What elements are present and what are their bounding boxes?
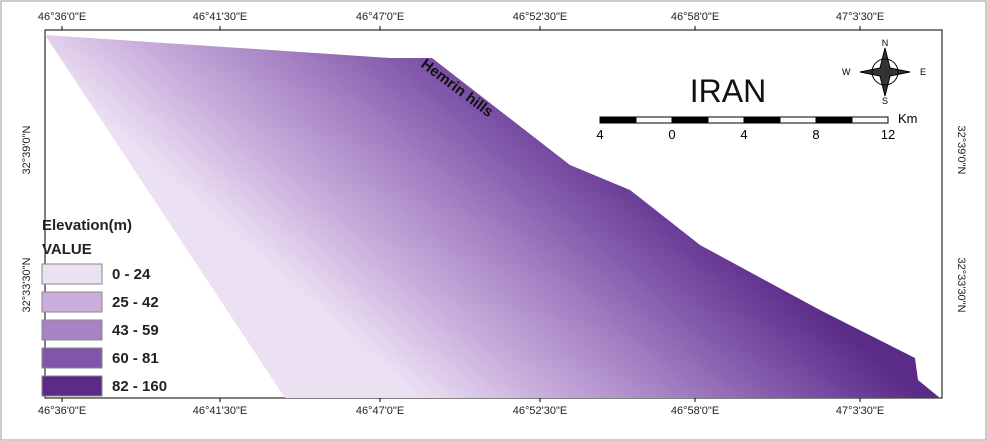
legend-swatch [41, 291, 103, 313]
annotations: 46°36'0"E 46°41'30"E 46°47'0"E 46°52'30"E 46… [21, 11, 967, 417]
scale-segment [599, 116, 637, 124]
legend-swatch [41, 319, 103, 341]
legend-label: 25 - 42 [112, 294, 159, 311]
right-coord-label: 32°33'30"N [955, 257, 967, 312]
scale-label: 12 [881, 127, 895, 142]
country-title: IRAN [690, 73, 766, 109]
legend-label: 0 - 24 [112, 266, 151, 283]
bottom-coord-label: 47°3'30"E [836, 405, 884, 417]
bottom-coord-label: 46°36'0"E [38, 405, 86, 417]
legend-swatch [41, 347, 103, 369]
bottom-coord-label: 46°41'30"E [193, 405, 247, 417]
scale-segment [707, 116, 745, 124]
scale-label: 8 [812, 127, 819, 142]
scale-label: 0 [668, 127, 675, 142]
compass-ring [871, 58, 899, 86]
legend-title: Elevation(m) [42, 217, 132, 234]
top-coord-label: 46°47'0"E [356, 11, 404, 23]
scale-unit: Km [898, 111, 918, 126]
compass-s: S [882, 96, 888, 106]
right-coord-label: 32°39'0"N [955, 126, 967, 175]
legend-swatch [41, 375, 103, 397]
scale-segment [671, 116, 709, 124]
scale-segment [779, 116, 817, 124]
compass-rose [859, 47, 911, 97]
top-coord-label: 46°41'30"E [193, 11, 247, 23]
top-coord-label: 46°58'0"E [671, 11, 719, 23]
scale-segment [815, 116, 853, 124]
bottom-coord-label: 46°52'30"E [513, 405, 567, 417]
compass-n: N [882, 38, 889, 48]
scale-label: 4 [740, 127, 747, 142]
legend-label: 43 - 59 [112, 322, 159, 339]
left-coord-label: 32°39'0"N [21, 125, 33, 174]
scale-segment [743, 116, 781, 124]
top-coord-label: 46°36'0"E [38, 11, 86, 23]
compass-e: E [920, 67, 926, 77]
legend-subtitle: VALUE [42, 241, 92, 258]
legend-label: 60 - 81 [112, 350, 159, 367]
scale-label: 4 [596, 127, 603, 142]
compass-w: W [842, 67, 851, 77]
scale-segment [851, 116, 889, 124]
bottom-coord-label: 46°47'0"E [356, 405, 404, 417]
bottom-coord-label: 46°58'0"E [671, 405, 719, 417]
left-coord-label: 32°33'30"N [21, 257, 33, 312]
top-coord-label: 46°52'30"E [513, 11, 567, 23]
legend-label: 82 - 160 [112, 378, 167, 395]
legend-swatch [41, 263, 103, 285]
scale-segment [635, 116, 673, 124]
top-coord-label: 47°3'30"E [836, 11, 884, 23]
